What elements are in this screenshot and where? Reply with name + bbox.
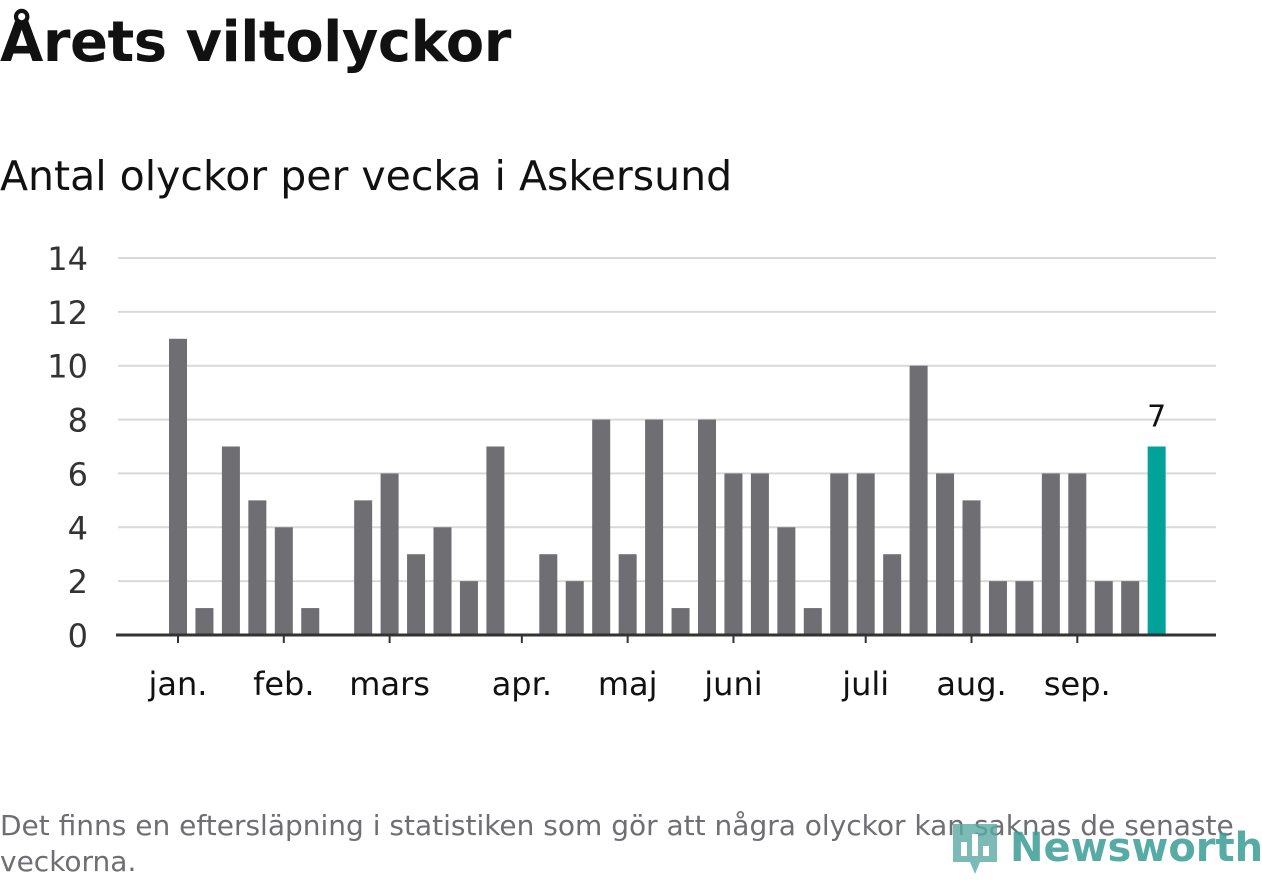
bar [195,608,214,635]
x-tick-label: aug. [936,665,1006,703]
y-tick-label: 10 [47,348,88,386]
y-tick-label: 0 [68,617,88,655]
bar-chart: 0 2 4 6 8 10 12 14 jan. feb. mars apr. maj juni juli a… [47,240,1216,703]
bar [856,473,875,635]
bar [909,365,928,635]
bar [274,527,293,635]
bar [354,500,373,635]
bar [777,527,796,635]
bar [539,554,558,635]
bar [724,473,743,635]
newsworthy-logo-icon [953,824,997,874]
chart-title: Årets viltolyckor [0,10,511,75]
bar [486,446,505,635]
bar [301,608,320,635]
gridlines [118,257,1216,583]
x-axis: jan. feb. mars apr. maj juni juli aug. sep. [116,633,1216,703]
bar [618,554,637,635]
y-axis-ticks: 0 2 4 6 8 10 12 14 [47,240,88,655]
highlight-value-label: 7 [1147,400,1166,435]
bar [1041,473,1060,635]
data-labels: 7 [1147,400,1166,435]
bar [1015,581,1034,635]
y-tick-label: 2 [68,563,88,601]
y-tick-label: 14 [47,240,88,278]
bar [407,554,426,635]
bar [750,473,769,635]
bar [830,473,849,635]
x-tick-label: maj [598,665,658,703]
x-tick-label: apr. [492,665,552,703]
x-tick-label: juli [841,665,889,703]
x-tick-label: juni [703,665,762,703]
bar [1068,473,1087,635]
brand-logo: Newsworthy [950,818,1262,878]
x-tick-label: mars [349,665,430,703]
bar [1094,581,1113,635]
x-tick-label: feb. [253,665,314,703]
y-tick-label: 8 [68,402,88,440]
bar [380,473,399,635]
x-tick-label: sep. [1044,665,1111,703]
y-tick-label: 4 [68,509,88,547]
x-tick-label: jan. [148,665,208,703]
bar [592,419,611,635]
bar [936,473,955,635]
bar [803,608,822,635]
bar [248,500,267,635]
bar-highlight [1147,446,1166,635]
bar [459,581,478,635]
y-tick-label: 6 [68,455,88,493]
footnote: Det finns en eftersläpning i statistiken… [0,809,1234,878]
brand-name: Newsworthy [1010,825,1262,871]
bar [1121,581,1140,635]
bar [645,419,664,635]
bar [565,581,584,635]
bar [671,608,690,635]
bar [698,419,716,635]
y-tick-label: 12 [47,294,88,332]
bar [433,527,452,635]
bar [883,554,902,635]
bar [962,500,981,635]
bar [988,581,1007,635]
chart-subtitle: Antal olyckor per vecka i Askersund [0,152,733,200]
bar [169,338,187,635]
bar [221,446,240,635]
bars [169,338,1166,635]
